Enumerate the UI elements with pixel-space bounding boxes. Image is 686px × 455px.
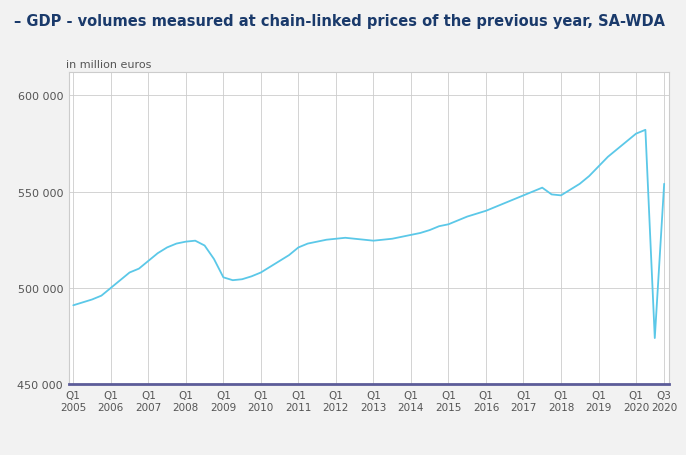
Text: – GDP - volumes measured at chain-linked prices of the previous year, SA-WDA: – GDP - volumes measured at chain-linked…	[14, 14, 665, 29]
Text: in million euros: in million euros	[66, 60, 151, 70]
